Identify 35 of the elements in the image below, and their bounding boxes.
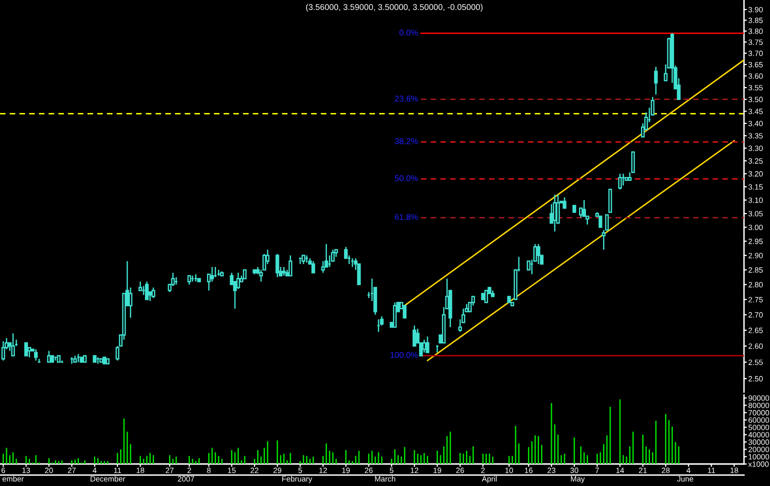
candlestick	[34, 348, 38, 362]
series-label: 0.0%	[400, 30, 418, 36]
candlestick	[618, 173, 622, 190]
series-label: 50.0%	[394, 175, 418, 182]
candlestick	[1, 340, 6, 362]
candlestick	[426, 336, 430, 354]
candlestick	[276, 253, 280, 278]
series-label: 23.6%	[394, 96, 418, 102]
candlestick	[412, 324, 416, 347]
candlestick	[321, 260, 325, 274]
candlestick	[152, 286, 156, 299]
candlestick	[311, 260, 316, 274]
candlestick	[171, 272, 175, 287]
candlestick	[24, 342, 28, 356]
series-label: 61.8%	[394, 214, 418, 220]
candlestick	[582, 199, 586, 217]
candlestick	[288, 254, 292, 276]
series-label: 38.2%	[394, 138, 418, 144]
candlestick	[144, 280, 149, 300]
candlestick	[484, 290, 488, 304]
candlestick	[536, 243, 540, 265]
candlestick	[11, 332, 15, 356]
candlestick	[128, 286, 132, 318]
candlestick	[402, 304, 406, 318]
candlestick	[562, 196, 566, 209]
candlestick	[210, 266, 214, 282]
candlestick	[654, 66, 658, 96]
candlestick	[598, 216, 602, 228]
candlestick	[392, 302, 397, 328]
series-label: 100.0%	[390, 352, 418, 358]
candlestick	[422, 339, 426, 354]
chart-title: (3.56000, 3.59000, 3.50000, 3.50000, -0.05000)	[306, 4, 483, 12]
candlestick	[631, 151, 635, 174]
candlestick	[47, 350, 51, 363]
candlestick	[236, 272, 240, 290]
